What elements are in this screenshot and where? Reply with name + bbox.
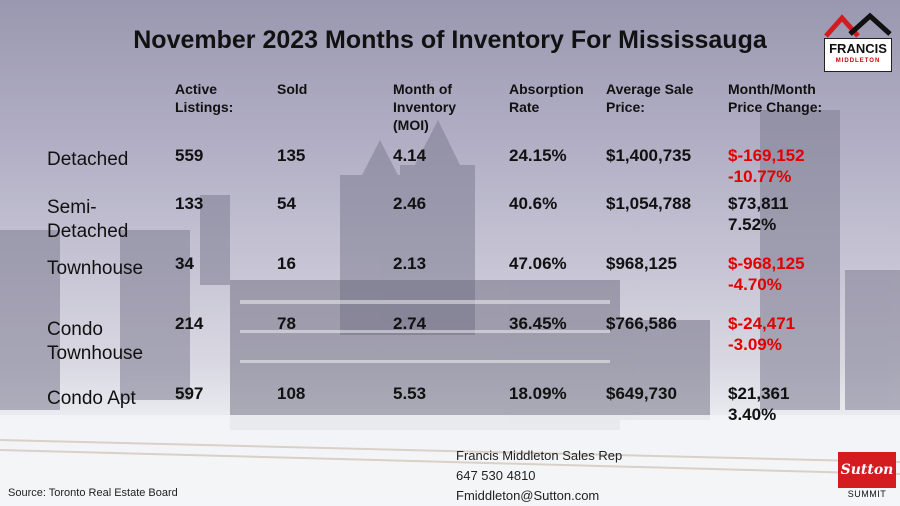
- cell-price-change: $-968,125 -4.70%: [728, 253, 805, 295]
- header-line: Listings:: [175, 99, 234, 115]
- sutton-summit-logo: Sutton SUMMIT: [838, 452, 896, 502]
- cell-absorption: 47.06%: [509, 254, 567, 273]
- cell-avg-price: $968,125: [606, 254, 677, 273]
- francis-logo-box: FRANCIS MIDDLETON: [824, 38, 892, 72]
- cell-moi: 4.14: [393, 146, 427, 165]
- row-label-townhouse: Townhouse: [47, 257, 177, 281]
- row-label-line: Semi-: [47, 197, 97, 218]
- header-line: (MOI): [393, 117, 429, 133]
- francis-logo-name: FRANCIS: [829, 41, 887, 56]
- francis-logo-sub: MIDDLETON: [835, 58, 881, 64]
- sutton-logo-box: Sutton: [838, 452, 896, 488]
- row-label-semi-detached: Semi- Detached: [47, 196, 177, 244]
- header-line: Price:: [606, 99, 645, 115]
- change-amount: $21,361: [728, 384, 790, 403]
- row-label-line: Detached: [47, 149, 129, 170]
- header-price-change: Month/Month Price Change:: [728, 80, 822, 116]
- cell-active: 214: [175, 314, 204, 333]
- cell-price-change: $-169,152 -10.77%: [728, 145, 805, 187]
- row-label-detached: Detached: [47, 148, 177, 172]
- summit-label: SUMMIT: [847, 489, 887, 499]
- change-amount: $-968,125: [728, 254, 805, 273]
- cell-active: 597: [175, 384, 204, 403]
- row-label-condo-apt: Condo Apt: [47, 387, 177, 411]
- change-percent: -10.77%: [728, 167, 792, 186]
- cell-sold: 108: [277, 384, 306, 403]
- row-label-line: Condo: [47, 319, 103, 340]
- header-line: Average Sale: [606, 81, 694, 97]
- roof-icon: [824, 12, 892, 38]
- header-line: Inventory: [393, 99, 457, 115]
- change-amount: $-24,471: [728, 314, 796, 333]
- cell-moi: 2.46: [393, 194, 427, 213]
- cell-active: 559: [175, 146, 204, 165]
- cell-active: 133: [175, 194, 204, 213]
- header-line: Active: [175, 81, 218, 97]
- header-moi: Month of Inventory (MOI): [393, 80, 456, 134]
- cell-sold: 78: [277, 314, 296, 333]
- header-line: Price Change:: [728, 99, 823, 115]
- contact-name: Francis Middleton Sales Rep: [456, 448, 623, 463]
- header-active-listings: Active Listings:: [175, 80, 233, 116]
- header-line: Absorption: [509, 81, 584, 97]
- contact-email: Fmiddleton@Sutton.com: [456, 488, 600, 503]
- row-label-line: Detached: [47, 221, 129, 242]
- cell-price-change: $21,361 3.40%: [728, 383, 789, 425]
- cell-absorption: 18.09%: [509, 384, 567, 403]
- cell-absorption: 40.6%: [509, 194, 558, 213]
- change-percent: 3.40%: [728, 405, 777, 424]
- header-line: Month of: [393, 81, 453, 97]
- page-title: November 2023 Months of Inventory For Mi…: [133, 26, 767, 54]
- cell-avg-price: $1,400,735: [606, 146, 692, 165]
- header-absorption-rate: Absorption Rate: [509, 80, 584, 116]
- header-sold: Sold: [277, 80, 307, 98]
- cell-avg-price: $766,586: [606, 314, 677, 333]
- change-percent: 7.52%: [728, 215, 777, 234]
- row-label-condo-townhouse: Condo Townhouse: [47, 318, 177, 366]
- change-percent: -3.09%: [728, 335, 782, 354]
- row-label-line: Townhouse: [47, 343, 144, 364]
- cell-sold: 54: [277, 194, 296, 213]
- cell-sold: 135: [277, 146, 306, 165]
- cell-avg-price: $649,730: [606, 384, 677, 403]
- header-line: Sold: [277, 81, 308, 97]
- cell-moi: 2.74: [393, 314, 427, 333]
- header-average-sale-price: Average Sale Price:: [606, 80, 693, 116]
- change-percent: -4.70%: [728, 275, 782, 294]
- change-amount: $-169,152: [728, 146, 805, 165]
- cell-sold: 16: [277, 254, 296, 273]
- header-line: Rate: [509, 99, 540, 115]
- cell-absorption: 36.45%: [509, 314, 567, 333]
- cell-avg-price: $1,054,788: [606, 194, 692, 213]
- header-line: Month/Month: [728, 81, 816, 97]
- cell-moi: 2.13: [393, 254, 427, 273]
- cell-absorption: 24.15%: [509, 146, 567, 165]
- cell-active: 34: [175, 254, 194, 273]
- change-amount: $73,811: [728, 194, 789, 213]
- cell-price-change: $73,811 7.52%: [728, 193, 789, 235]
- cell-moi: 5.53: [393, 384, 427, 403]
- cell-price-change: $-24,471 -3.09%: [728, 313, 795, 355]
- row-label-line: Townhouse: [47, 258, 144, 279]
- francis-middleton-logo: FRANCIS MIDDLETON: [824, 12, 892, 72]
- contact-phone: 647 530 4810: [456, 468, 536, 483]
- contact-block: Francis Middleton Sales Rep 647 530 4810…: [456, 446, 622, 506]
- source-note: Source: Toronto Real Estate Board: [8, 487, 178, 499]
- row-label-line: Condo Apt: [47, 388, 136, 409]
